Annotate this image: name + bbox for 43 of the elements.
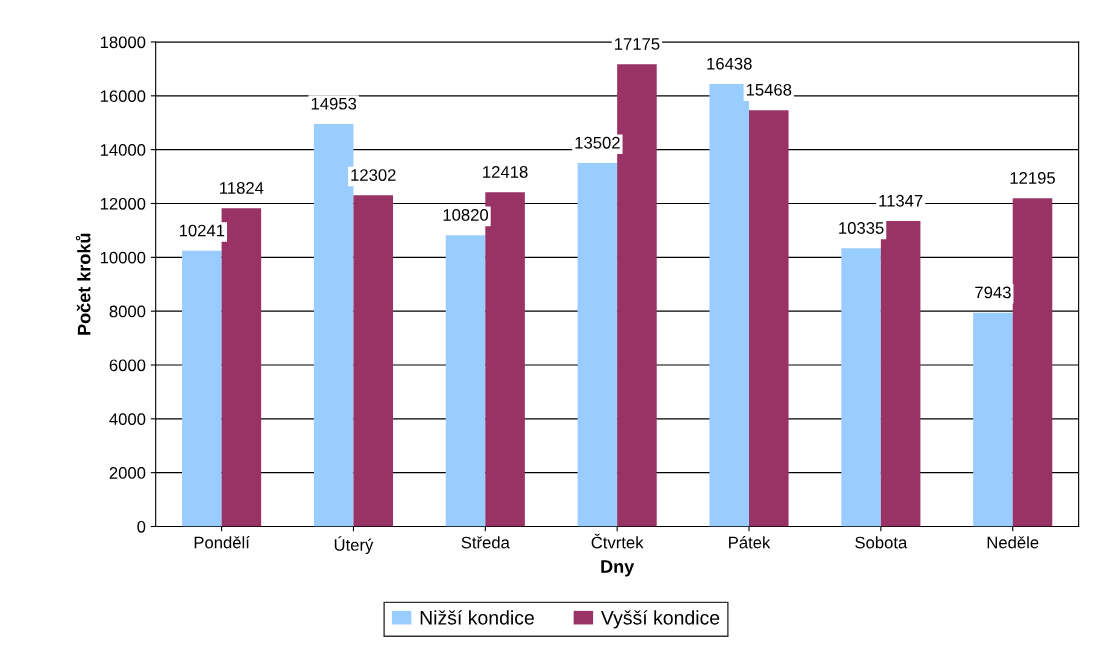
data-label: 11347	[879, 194, 923, 207]
x-tick-label: Pátek	[729, 536, 771, 549]
y-tick-label: 16000	[100, 90, 146, 103]
data-label: 7943	[975, 286, 1011, 299]
x-tick-label: Sobota	[855, 536, 908, 549]
y-tick-label: 8000	[109, 305, 146, 318]
y-tick-label: 12000	[100, 197, 146, 210]
data-label: 14953	[311, 97, 357, 110]
data-label: 13502	[575, 136, 620, 149]
bar	[577, 163, 618, 527]
x-tick-label: Čtvrtek	[591, 533, 644, 549]
data-label: 10820	[443, 209, 489, 221]
bar	[841, 248, 881, 527]
data-label: 12302	[351, 169, 396, 181]
data-label: 12195	[1010, 172, 1055, 184]
bar	[182, 250, 222, 527]
legend-label: Nižší kondice	[420, 610, 534, 625]
bar	[749, 110, 789, 527]
y-tick-label: 2000	[109, 467, 146, 479]
bar	[973, 312, 1013, 527]
data-label: 17175	[615, 38, 660, 50]
data-label: 11824	[220, 182, 264, 194]
y-tick-label: 4000	[109, 413, 146, 426]
data-label: 10241	[179, 224, 225, 237]
legend-label: Vyšší kondice	[600, 610, 720, 629]
y-tick-label: 18000	[100, 36, 146, 49]
x-tick-label: Středa	[461, 536, 510, 549]
bar	[1012, 198, 1053, 527]
y-tick-label: 6000	[109, 359, 146, 372]
y-axis-title: Počet kroků	[75, 233, 91, 335]
y-tick-label: 14000	[100, 144, 146, 156]
bar	[445, 235, 486, 527]
x-tick-label: Úterý	[334, 536, 374, 555]
x-axis-title: Dny	[601, 560, 635, 577]
bar	[353, 195, 394, 527]
x-tick-label: Pondělí	[194, 536, 250, 549]
data-label: 10335	[839, 222, 884, 234]
data-label: 16438	[707, 57, 752, 70]
x-tick-label: Neděle	[987, 536, 1039, 549]
y-tick-label: 10000	[100, 251, 146, 264]
data-label: 12418	[483, 166, 528, 178]
data-label: 15468	[746, 83, 792, 96]
y-tick-label: 0	[137, 520, 146, 533]
